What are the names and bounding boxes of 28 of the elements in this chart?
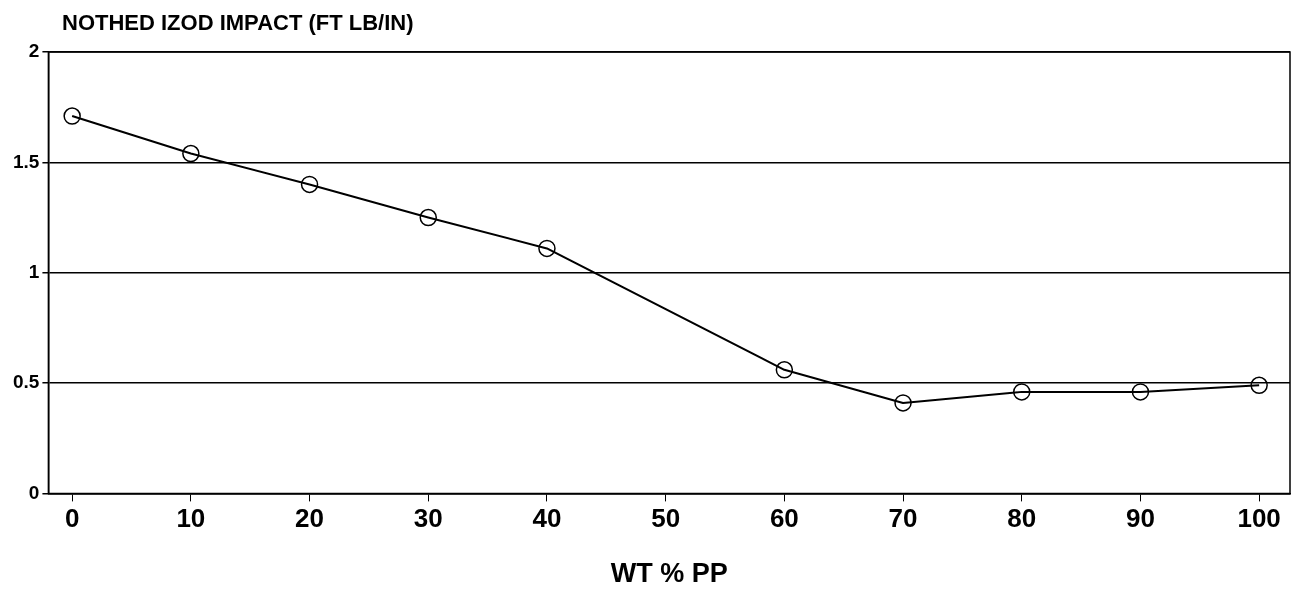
point — [182, 144, 200, 163]
y-tick-label: 0 — [28, 481, 40, 503]
x-tick-label: 30 — [413, 503, 443, 534]
y-tick-label: 1.5 — [12, 150, 40, 172]
y-tick-label: 0.5 — [12, 371, 40, 393]
point — [300, 175, 319, 194]
point — [1250, 376, 1268, 395]
point — [63, 107, 81, 125]
x-tick-label: 60 — [769, 503, 799, 534]
x-tick-label: 80 — [1007, 503, 1037, 534]
point — [1012, 383, 1031, 401]
x-tick-label: 70 — [888, 503, 918, 534]
x-tick-label: 0 — [64, 503, 80, 534]
point — [1131, 383, 1150, 401]
x-tick-label: 100 — [1237, 503, 1281, 534]
x-tick-label: 40 — [532, 503, 562, 534]
y-axis-title: NOTHED IZOD IMPACT (FT LB/IN) — [62, 10, 414, 36]
point — [894, 394, 912, 412]
y-tick-label: 2 — [28, 40, 40, 62]
x-tick-label: 20 — [295, 503, 325, 534]
point — [775, 361, 794, 379]
x-tick-label: 90 — [1125, 503, 1155, 534]
x-tick-label: 10 — [176, 503, 206, 534]
y-tick-label: 1 — [28, 260, 40, 282]
x-tick-label: 50 — [651, 503, 681, 534]
point — [538, 239, 556, 258]
x-axis-title: WT % PP — [610, 558, 728, 589]
point — [419, 208, 437, 227]
